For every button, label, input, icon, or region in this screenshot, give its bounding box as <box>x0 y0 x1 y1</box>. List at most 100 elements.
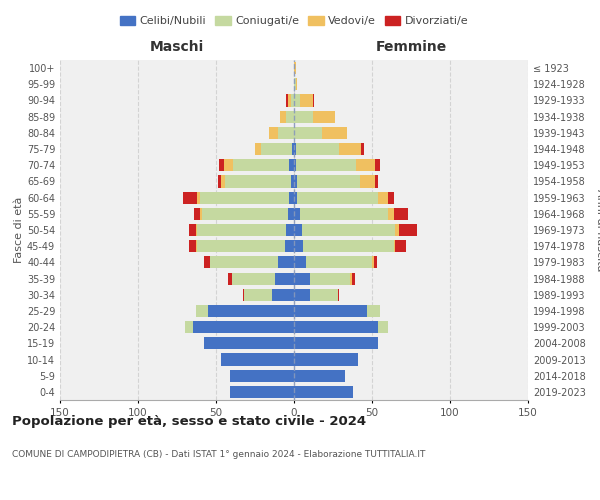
Bar <box>300 208 388 220</box>
Bar <box>388 192 394 203</box>
Bar <box>286 110 294 122</box>
Bar <box>194 208 200 220</box>
Bar <box>294 386 353 398</box>
Bar <box>294 354 358 366</box>
Bar <box>232 272 275 284</box>
Bar <box>208 305 294 317</box>
Y-axis label: Fasce di età: Fasce di età <box>14 197 24 263</box>
Bar <box>210 256 278 268</box>
Bar <box>374 256 377 268</box>
Bar <box>244 288 272 301</box>
Bar <box>261 143 292 155</box>
Bar <box>294 338 378 349</box>
Bar <box>322 127 347 139</box>
Bar <box>242 288 244 301</box>
Bar <box>395 224 398 236</box>
Bar <box>352 272 355 284</box>
Bar <box>288 94 291 106</box>
Bar <box>289 192 294 203</box>
Bar <box>372 256 374 268</box>
Bar <box>193 321 294 333</box>
Bar <box>375 159 380 172</box>
Bar <box>197 240 284 252</box>
Bar <box>367 305 380 317</box>
Bar <box>291 176 294 188</box>
Bar <box>294 240 304 252</box>
Bar <box>300 94 313 106</box>
Bar <box>302 224 395 236</box>
Bar <box>200 208 202 220</box>
Bar <box>294 127 322 139</box>
Bar <box>272 288 294 301</box>
Bar <box>395 240 406 252</box>
Bar <box>230 386 294 398</box>
Bar <box>197 224 286 236</box>
Y-axis label: Anni di nascita: Anni di nascita <box>595 188 600 271</box>
Bar <box>284 240 294 252</box>
Bar <box>190 240 196 252</box>
Bar <box>294 94 300 106</box>
Bar <box>292 143 294 155</box>
Bar <box>197 192 200 203</box>
Bar <box>226 176 291 188</box>
Bar <box>280 110 286 122</box>
Bar <box>394 240 395 252</box>
Bar <box>339 143 361 155</box>
Bar <box>294 321 378 333</box>
Bar <box>297 192 378 203</box>
Bar <box>356 159 375 172</box>
Bar <box>294 159 296 172</box>
Bar <box>338 288 339 301</box>
Bar <box>296 159 356 172</box>
Bar <box>183 192 197 203</box>
Bar <box>294 256 307 268</box>
Bar <box>286 94 288 106</box>
Bar <box>294 78 296 90</box>
Bar <box>278 256 294 268</box>
Bar <box>297 176 359 188</box>
Bar <box>289 159 294 172</box>
Bar <box>221 354 294 366</box>
Bar <box>255 143 261 155</box>
Bar <box>233 159 289 172</box>
Bar <box>269 127 278 139</box>
Bar <box>350 272 352 284</box>
Bar <box>190 224 196 236</box>
Bar <box>294 176 297 188</box>
Bar <box>229 272 232 284</box>
Bar <box>294 208 300 220</box>
Bar <box>304 240 394 252</box>
Bar <box>202 208 288 220</box>
Bar <box>224 159 233 172</box>
Bar <box>310 288 338 301</box>
Bar <box>294 110 313 122</box>
Bar <box>294 143 296 155</box>
Bar <box>388 208 394 220</box>
Bar <box>378 192 388 203</box>
Bar <box>230 370 294 382</box>
Bar <box>294 370 346 382</box>
Bar <box>313 110 335 122</box>
Bar <box>203 338 294 349</box>
Text: Maschi: Maschi <box>150 40 204 54</box>
Bar <box>200 192 289 203</box>
Bar <box>294 288 310 301</box>
Bar <box>218 176 221 188</box>
Bar <box>219 159 224 172</box>
Bar <box>394 208 408 220</box>
Bar <box>196 240 197 252</box>
Bar <box>296 143 339 155</box>
Bar <box>359 176 375 188</box>
Bar <box>398 224 417 236</box>
Text: COMUNE DI CAMPODIPIETRA (CB) - Dati ISTAT 1° gennaio 2024 - Elaborazione TUTTITA: COMUNE DI CAMPODIPIETRA (CB) - Dati ISTA… <box>12 450 425 459</box>
Text: Popolazione per età, sesso e stato civile - 2024: Popolazione per età, sesso e stato civil… <box>12 415 366 428</box>
Bar <box>291 94 294 106</box>
Legend: Celibi/Nubili, Coniugati/e, Vedovi/e, Divorziati/e: Celibi/Nubili, Coniugati/e, Vedovi/e, Di… <box>115 11 473 30</box>
Bar <box>294 305 367 317</box>
Bar <box>196 305 208 317</box>
Bar <box>307 256 372 268</box>
Bar <box>294 272 310 284</box>
Bar <box>203 256 210 268</box>
Bar <box>296 78 297 90</box>
Bar <box>294 192 297 203</box>
